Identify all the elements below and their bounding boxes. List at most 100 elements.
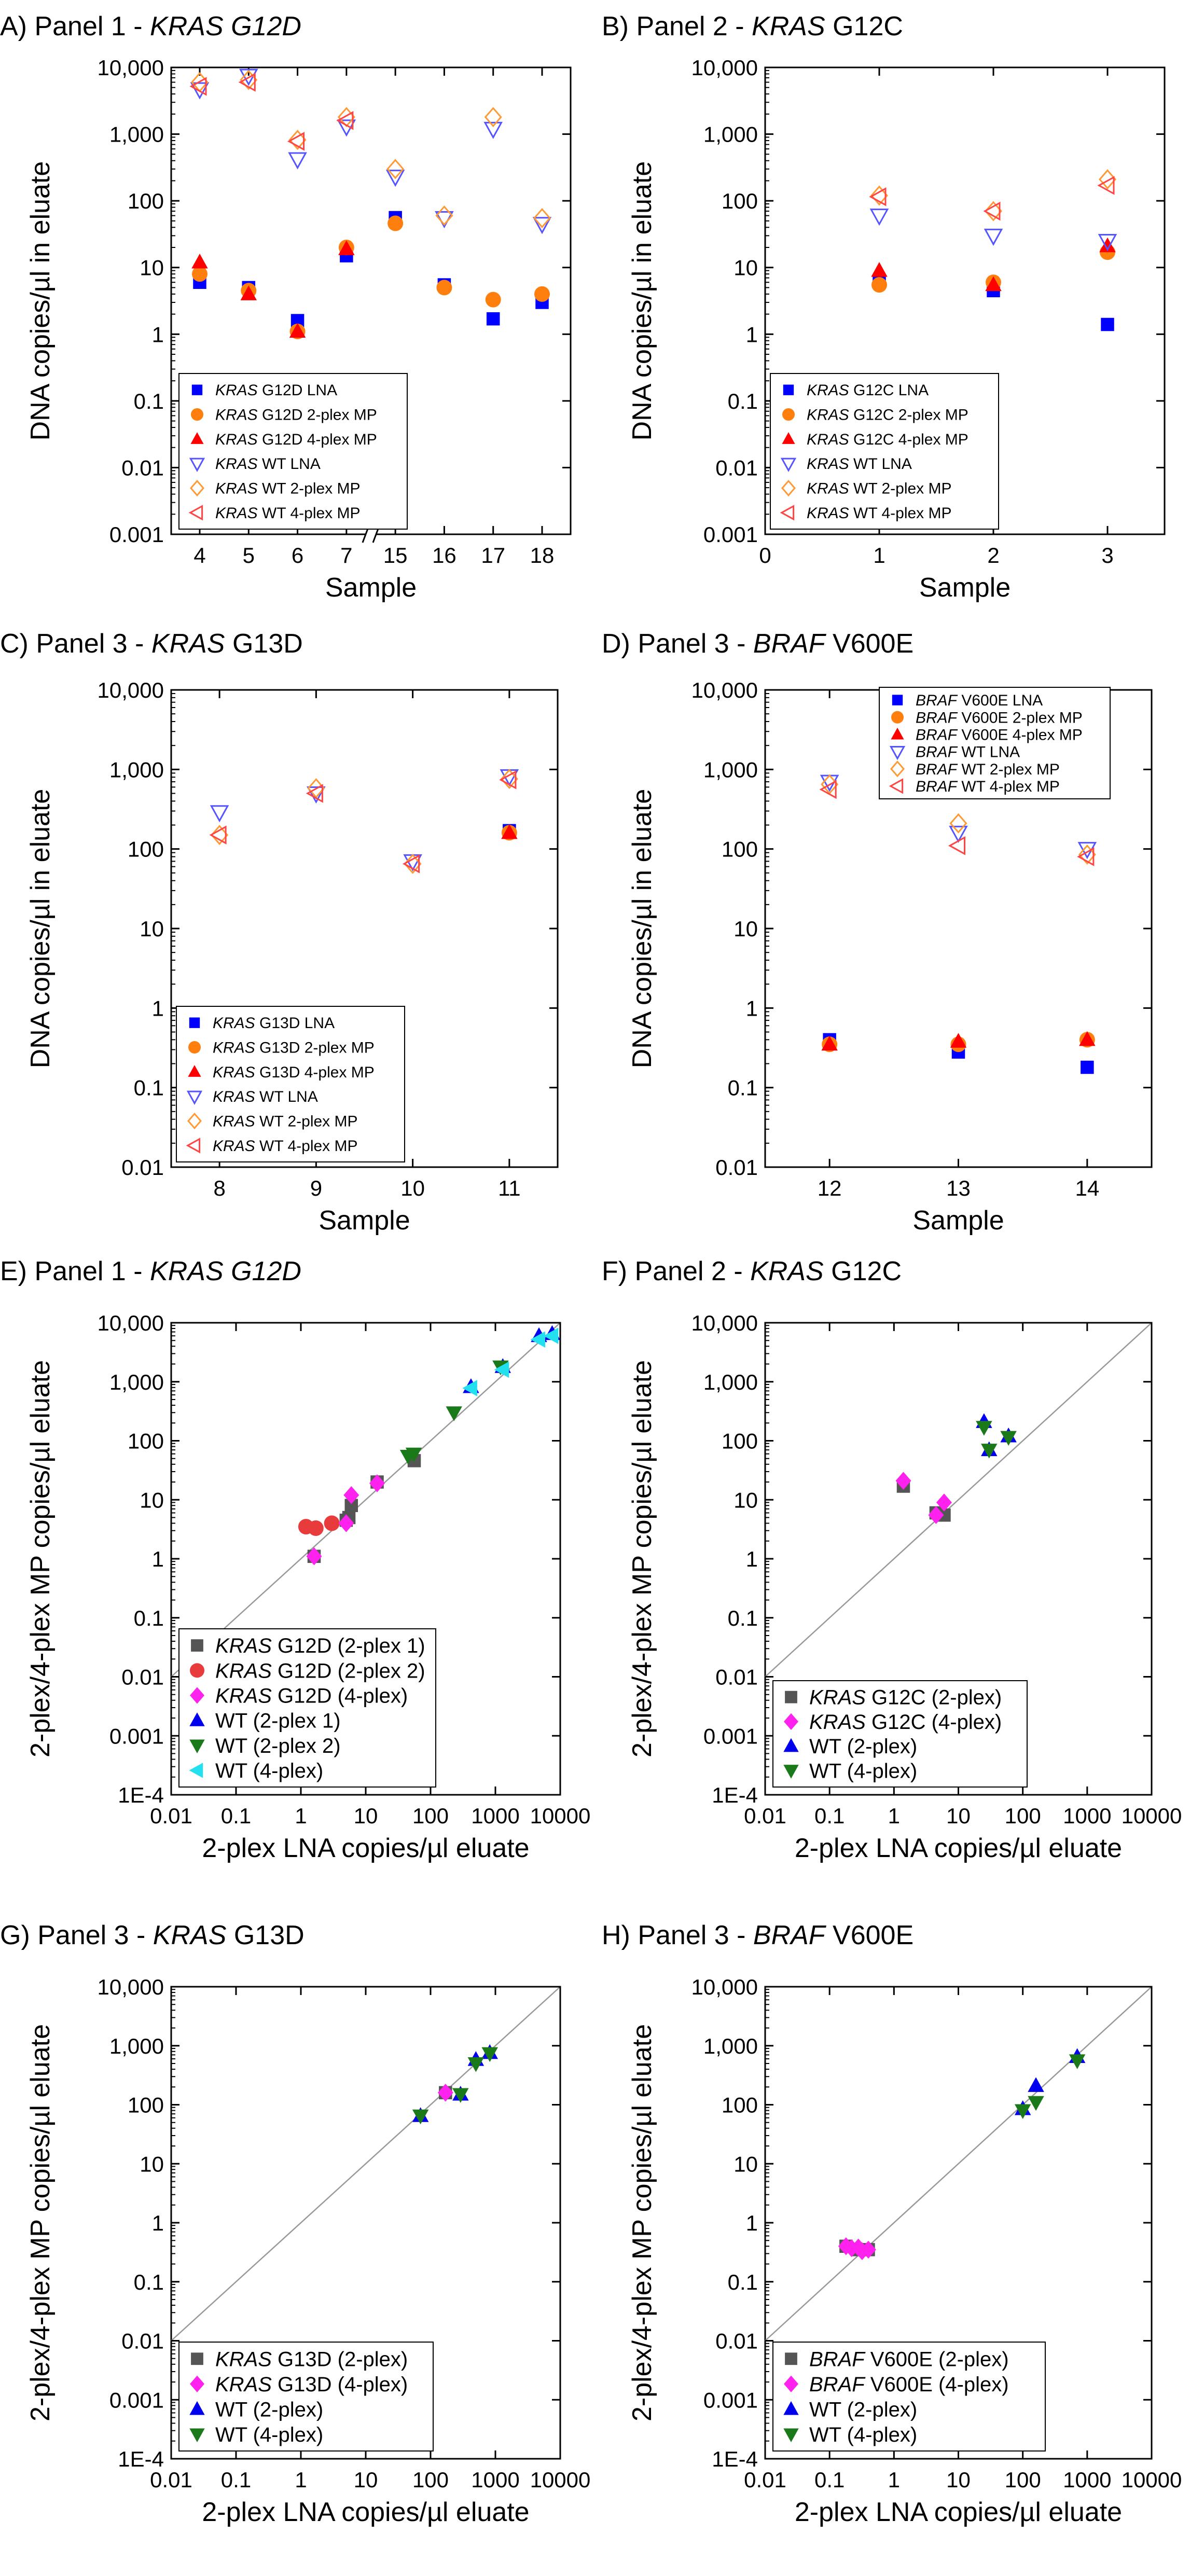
y-axis-label: DNA copies/µl in eluate [25, 789, 56, 1069]
legend-gene: KRAS [215, 1635, 272, 1657]
legend-rest: G13D 2-plex MP [255, 1040, 375, 1057]
legend-marker [785, 1691, 797, 1704]
x-tick-label: 12 [818, 1176, 842, 1200]
x-tick-label: 1000 [471, 2468, 519, 2492]
data-point [976, 1421, 992, 1436]
chart-title: F) Panel 2 - KRAS G12C [602, 1256, 902, 1286]
y-axis-label: 2-plex/4-plex MP copies/µl eluate [627, 1360, 657, 1757]
data-point [949, 825, 968, 843]
x-axis-label: 2-plex LNA copies/µl eluate [795, 1833, 1122, 1863]
title-suffix: G13D [226, 1920, 304, 1950]
identity-line [171, 1986, 561, 2342]
data-point [287, 132, 305, 151]
y-tick-label: 0.1 [728, 389, 758, 413]
y-tick-label: 0.01 [121, 1155, 164, 1180]
title-gene: KRAS [153, 1920, 227, 1950]
x-tick-label: 1000 [1063, 2468, 1111, 2492]
data-point [452, 2088, 469, 2103]
y-axis-label: DNA copies/µl in eluate [627, 161, 657, 441]
y-tick-label: 10 [140, 1488, 164, 1512]
legend-gene: BRAF [916, 778, 958, 795]
x-axis-label: 2-plex LNA copies/µl eluate [795, 2497, 1122, 2527]
y-tick-label: 10,000 [98, 678, 164, 702]
legend-label: KRAS G13D 4-plex MP [213, 1064, 375, 1081]
legend-rest: WT 4-plex MP [255, 1138, 358, 1155]
y-tick-label: 1,000 [109, 1370, 164, 1394]
y-tick-label: 0.01 [715, 1665, 758, 1689]
y-tick-label: 10 [140, 2152, 164, 2176]
series-5 [189, 73, 354, 151]
x-tick-label: 10000 [1122, 2468, 1182, 2492]
legend-label: KRAS G12C (4-plex) [809, 1711, 1002, 1734]
x-tick-label: 2 [987, 543, 999, 567]
legend-label: BRAF WT 4-plex MP [916, 778, 1060, 795]
y-tick-label: 1 [152, 1547, 164, 1571]
y-tick-label: 0.1 [134, 1076, 164, 1100]
x-tick-label: 10 [946, 2468, 971, 2492]
title-suffix: G12C [824, 1256, 902, 1286]
legend-box [178, 2342, 434, 2452]
series-2 [306, 1474, 385, 1566]
legend-gene: KRAS [215, 505, 258, 522]
series-5 [869, 176, 1115, 221]
y-tick-label: 100 [722, 1429, 758, 1453]
y-tick-label: 0.001 [703, 522, 758, 547]
legend-label: KRAS G13D 2-plex MP [213, 1040, 375, 1057]
data-point [306, 1547, 322, 1566]
y-tick-label: 10 [734, 2152, 758, 2176]
data-point [412, 2109, 429, 2125]
legend-label: KRAS WT 4-plex MP [213, 1138, 358, 1155]
legend-gene: BRAF [916, 726, 958, 743]
y-tick-label: 0.01 [121, 1665, 164, 1689]
legend-label: KRAS G13D (4-plex) [215, 2373, 408, 2396]
data-point [530, 1331, 546, 1348]
data-point [437, 2084, 453, 2102]
legend: KRAS G13D (2-plex)KRAS G13D (4-plex)WT (… [178, 2342, 434, 2452]
legend-gene: KRAS [213, 1113, 255, 1130]
data-point [543, 1327, 559, 1344]
panel-e: E) Panel 1 - KRAS G12D 1E-4 0.001 0.01 0.1 1 1… [0, 1256, 590, 1863]
title-gene: KRAS G12D [150, 1256, 301, 1286]
chart-title: A) Panel 1 - KRAS G12D [0, 11, 301, 41]
series-0 [193, 211, 549, 327]
data-point [533, 207, 551, 229]
x-tick-label: 3 [1101, 543, 1113, 567]
y-tick-label: 0.1 [134, 2270, 164, 2294]
data-point [211, 825, 229, 846]
data-point [189, 77, 207, 96]
legend-rest: V600E 2-plex MP [957, 709, 1083, 726]
y-tick-label: 10 [734, 256, 758, 280]
identity-line [765, 1322, 1152, 1678]
x-tick-label: 1 [873, 543, 885, 567]
legend-gene: KRAS [215, 1659, 272, 1682]
y-axis-label: DNA copies/µl in eluate [627, 789, 657, 1069]
data-point [500, 769, 518, 790]
legend-rest: V600E (2-plex) [865, 2348, 1009, 2371]
y-tick-label: 1,000 [703, 1370, 758, 1394]
data-point [821, 1035, 838, 1051]
title-prefix: C) Panel 3 - [0, 629, 151, 659]
legend-rest: G12C 4-plex MP [849, 431, 968, 448]
y-tick-label: 1 [152, 996, 164, 1020]
legend-box [176, 1006, 405, 1162]
legend-marker [189, 1017, 200, 1028]
y-tick-label: 10,000 [691, 56, 758, 80]
x-axis-label: Sample [319, 1206, 410, 1236]
data-point [1098, 234, 1117, 252]
legend-rest: WT 2-plex MP [849, 480, 952, 497]
y-tick-label: 10,000 [691, 678, 758, 702]
x-tick-label: 10 [946, 1804, 971, 1828]
legend-gene: BRAF [916, 761, 958, 778]
data-point [843, 2239, 860, 2258]
identity-line [171, 1322, 561, 1678]
x-tick-label: 0.01 [150, 2468, 192, 2492]
data-point [854, 2242, 870, 2261]
legend-marker [782, 432, 795, 444]
y-tick-label: 100 [128, 837, 164, 862]
legend-gene: KRAS [213, 1088, 255, 1105]
legend-label: BRAF V600E 4-plex MP [916, 726, 1083, 743]
data-point [484, 107, 502, 128]
data-point [1014, 2104, 1031, 2120]
series-4 [870, 169, 1116, 221]
legend-marker [190, 1663, 204, 1678]
